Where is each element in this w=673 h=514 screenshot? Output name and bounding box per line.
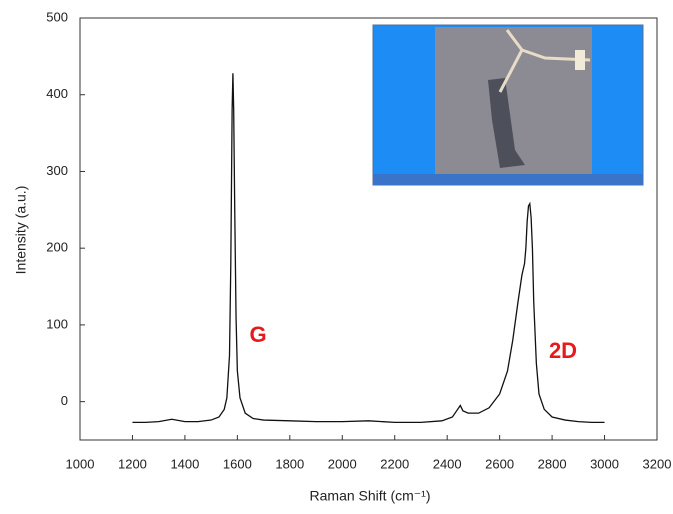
y-tick-label: 100: [46, 316, 68, 331]
inset-image: [372, 24, 644, 186]
x-axis-label: Raman Shift (cm⁻¹): [310, 488, 431, 504]
annotation: 2D: [549, 338, 577, 363]
y-tick-label: 200: [46, 240, 68, 255]
x-tick-label: 1600: [223, 456, 252, 471]
y-axis-label: Intensity (a.u.): [13, 186, 29, 275]
x-tick-label: 2200: [380, 456, 409, 471]
y-tick-label: 500: [46, 9, 68, 24]
x-tick-label: 2000: [328, 456, 357, 471]
annotation: G: [249, 322, 266, 347]
x-tick-label: 3200: [643, 456, 672, 471]
x-tick-label: 1800: [275, 456, 304, 471]
inset-scale: [373, 174, 643, 185]
y-tick-label: 0: [61, 393, 68, 408]
plot-frame: [79, 17, 658, 441]
y-tick-label: 400: [46, 86, 68, 101]
x-tick-label: 1400: [170, 456, 199, 471]
x-tick-label: 1000: [66, 456, 95, 471]
y-tick-label: 300: [46, 163, 68, 178]
x-tick-label: 2400: [433, 456, 462, 471]
inset-pad: [575, 50, 585, 70]
inset-flake: [488, 78, 525, 168]
x-tick-label: 3000: [590, 456, 619, 471]
spectrum-line: [132, 73, 605, 423]
x-tick-label: 2800: [538, 456, 567, 471]
x-tick-label: 1200: [118, 456, 147, 471]
x-tick-label: 2600: [485, 456, 514, 471]
